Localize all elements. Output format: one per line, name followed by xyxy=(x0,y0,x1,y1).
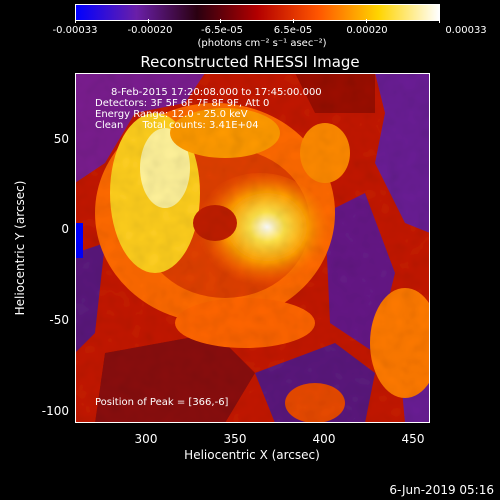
x-tick-label: 400 xyxy=(312,432,336,446)
colorbar-tick xyxy=(148,19,149,23)
x-tick-label: 300 xyxy=(134,432,158,446)
colorbar-tick-label: 6.5e-05 xyxy=(273,25,313,36)
colorbar-tick xyxy=(293,19,294,23)
colorbar-tick xyxy=(366,19,367,23)
time-range-annotation: 8-Feb-2015 17:20:08.000 to 17:45:00.000 xyxy=(111,87,322,98)
colorbar-tick xyxy=(439,19,440,23)
colorbar xyxy=(75,4,440,21)
image-title: Reconstructed RHESSI Image xyxy=(140,53,360,71)
x-axis-label: Heliocentric X (arcsec) xyxy=(184,448,320,462)
energy-range-annotation: Energy Range: 12.0 - 25.0 keV xyxy=(95,109,248,120)
colorbar-tick-label: -0.00020 xyxy=(127,25,173,36)
y-tick-label: 0 xyxy=(61,222,69,236)
generation-timestamp: 6-Jun-2019 05:16 xyxy=(389,483,494,497)
y-tick-label: 50 xyxy=(53,132,69,146)
colorbar-tick-label: 0.00033 xyxy=(445,25,487,36)
y-tick-label: -100 xyxy=(41,404,69,418)
colorbar-tick-label: -6.5e-05 xyxy=(201,25,243,36)
flux-map xyxy=(75,73,430,423)
colorbar-tick xyxy=(75,19,76,23)
x-tick-label: 350 xyxy=(223,432,247,446)
solar-image-plot: 8-Feb-2015 17:20:08.000 to 17:45:00.000 … xyxy=(75,73,430,423)
colorbar-units: (photons cm⁻² s⁻¹ asec⁻²) xyxy=(197,38,327,49)
detectors-annotation: Detectors: 3F 5F 6F 7F 8F 9F, Att 0 xyxy=(95,98,270,109)
colorbar-tick-label: -0.00033 xyxy=(52,25,98,36)
x-tick-label: 450 xyxy=(401,432,425,446)
y-tick-label: -50 xyxy=(49,313,69,327)
colorbar-tick xyxy=(220,19,221,23)
y-axis-label: Heliocentric Y (arcsec) xyxy=(13,180,27,316)
colorbar-tick-label: 0.00020 xyxy=(346,25,388,36)
clean-counts-annotation: Clean Total counts: 3.41E+04 xyxy=(95,120,259,131)
peak-position-annotation: Position of Peak = [366,-6] xyxy=(95,397,229,408)
